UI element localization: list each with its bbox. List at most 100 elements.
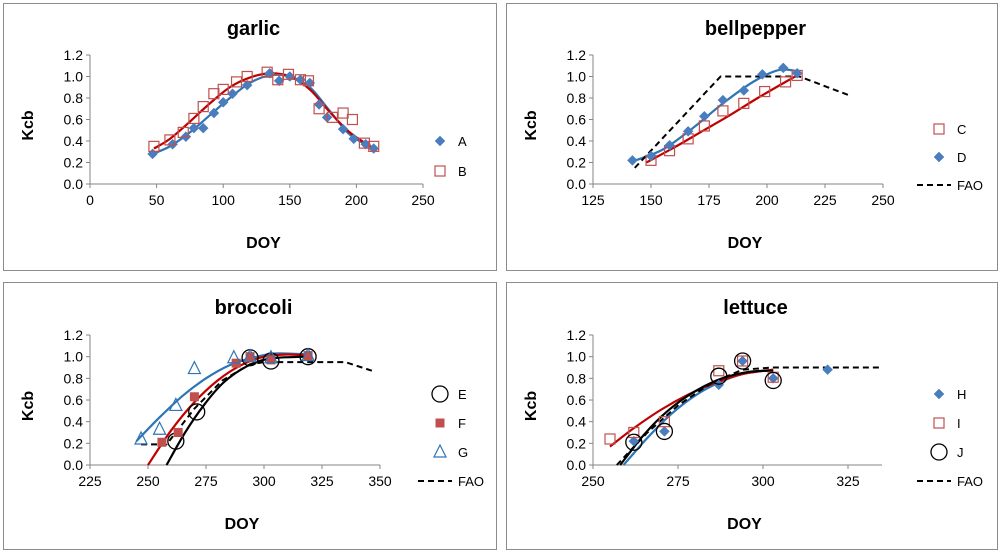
data-point-A xyxy=(197,122,209,134)
x-tick-label: 250 xyxy=(581,473,605,489)
y-tick-label: 0.2 xyxy=(64,435,84,451)
data-point-G xyxy=(168,397,183,412)
data-point-H xyxy=(628,435,640,447)
data-point-I xyxy=(658,416,671,428)
legend-marker-A xyxy=(434,135,446,147)
data-point-D xyxy=(627,154,638,166)
data-point-B xyxy=(188,112,200,125)
x-tick-label: 300 xyxy=(751,473,775,489)
x-tick-label: 50 xyxy=(149,192,165,208)
data-point-D xyxy=(738,85,750,96)
x-tick-label: 200 xyxy=(755,192,779,208)
data-point-I xyxy=(736,355,749,367)
fit-line-fao xyxy=(616,366,882,466)
data-point-B xyxy=(326,111,339,123)
data-point-A xyxy=(227,88,238,100)
data-point-B xyxy=(164,134,176,146)
y-axis-title: Kcb xyxy=(523,110,540,140)
fit-line-f-fit xyxy=(147,353,309,466)
data-point-B xyxy=(282,68,295,80)
y-tick-label: 0.6 xyxy=(567,392,587,408)
data-point-F xyxy=(173,428,183,437)
data-point-G xyxy=(301,347,316,362)
y-tick-label: 1.2 xyxy=(567,327,587,343)
chart-frame xyxy=(506,282,998,550)
legend-label-FAO: FAO xyxy=(957,474,983,489)
y-tick-label: 0.4 xyxy=(567,414,587,430)
y-tick-label: 1.2 xyxy=(64,47,84,63)
data-point-B xyxy=(230,76,243,88)
y-tick-label: 1.2 xyxy=(567,47,587,63)
y-tick-label: 0.2 xyxy=(567,155,587,171)
legend-label-D: D xyxy=(957,150,966,165)
data-point-B xyxy=(177,126,189,139)
y-tick-label: 0.8 xyxy=(64,90,84,106)
legend-marker-J xyxy=(930,443,948,461)
x-tick-label: 250 xyxy=(411,192,435,208)
data-point-G xyxy=(243,348,258,363)
y-tick-label: 0.6 xyxy=(64,112,84,128)
data-point-A xyxy=(217,96,229,108)
y-tick-label: 1.2 xyxy=(64,327,84,343)
y-tick-label: 1.0 xyxy=(567,349,587,365)
chart-frame xyxy=(506,3,998,271)
data-point-G xyxy=(152,420,167,435)
legend-label-FAO: FAO xyxy=(458,474,484,489)
legend-label-H: H xyxy=(957,387,966,402)
y-tick-label: 1.0 xyxy=(64,349,84,365)
data-point-E xyxy=(188,403,206,421)
x-tick-label: 175 xyxy=(697,192,721,208)
data-point-C xyxy=(738,97,750,109)
fit-line-fao xyxy=(141,361,376,446)
x-tick-label: 100 xyxy=(212,192,236,208)
data-point-F xyxy=(303,351,313,361)
data-point-I xyxy=(604,433,616,445)
y-axis-title: Kcb xyxy=(20,391,37,421)
y-tick-label: 0.2 xyxy=(64,155,84,171)
x-tick-label: 275 xyxy=(666,473,690,489)
y-tick-label: 0.6 xyxy=(64,392,84,408)
data-point-B xyxy=(313,103,325,115)
y-tick-label: 0.8 xyxy=(567,370,587,386)
fit-line-b-fit xyxy=(153,72,375,150)
legend-marker-G xyxy=(433,443,447,458)
data-point-B xyxy=(294,74,307,86)
legend-label-B: B xyxy=(458,164,467,179)
data-point-B xyxy=(302,75,315,87)
legend-label-E: E xyxy=(458,387,467,402)
data-point-B xyxy=(272,74,284,86)
x-tick-label: 250 xyxy=(871,192,895,208)
data-point-J xyxy=(710,367,728,385)
data-point-A xyxy=(348,133,360,145)
y-tick-label: 0.4 xyxy=(567,133,587,149)
y-tick-label: 0.8 xyxy=(567,90,587,106)
legend-marker-C xyxy=(933,123,945,135)
data-point-E xyxy=(262,352,280,370)
legend-label-I: I xyxy=(957,416,961,431)
x-tick-label: 150 xyxy=(278,192,302,208)
legend-marker-F xyxy=(435,418,445,428)
data-point-B xyxy=(197,100,209,113)
data-point-C xyxy=(779,76,792,88)
chart-frame xyxy=(3,3,497,271)
chart-panel-bellpepper: bellpepper 0.0 0.2 0.4 0.6 0.8 1.0 1.2 125 150 175… xyxy=(506,3,998,271)
data-point-B xyxy=(241,70,253,83)
chart-title: bellpepper xyxy=(705,18,806,40)
data-point-H xyxy=(822,364,833,376)
chart-title: lettuce xyxy=(723,297,787,319)
chart-panel-garlic: garlic 0.0 0.2 0.4 0.6 0.8 1.0 1.2 0 50 100 150 200 2… xyxy=(3,3,497,271)
x-axis-title: DOY xyxy=(728,235,763,252)
x-tick-label: 325 xyxy=(836,473,860,489)
y-tick-label: 1.0 xyxy=(64,69,84,85)
y-tick-label: 1.0 xyxy=(567,69,587,85)
legend-marker-B xyxy=(434,165,446,177)
data-point-A xyxy=(208,107,220,119)
data-point-D xyxy=(645,150,657,162)
data-point-D xyxy=(717,94,729,106)
y-tick-label: 0.4 xyxy=(64,414,84,430)
x-axis-title: DOY xyxy=(246,235,281,252)
data-point-H xyxy=(767,372,779,384)
x-tick-label: 225 xyxy=(78,473,102,489)
x-tick-label: 200 xyxy=(345,192,369,208)
y-tick-label: 0.2 xyxy=(567,435,587,451)
